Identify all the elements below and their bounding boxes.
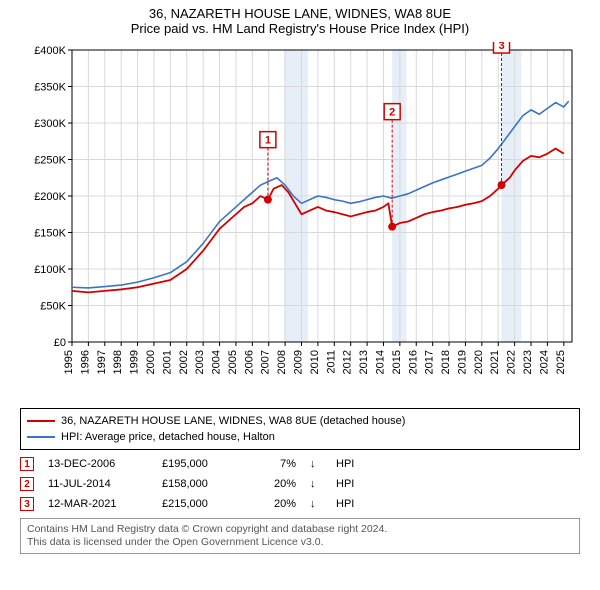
sale-row: 1 13-DEC-2006 £195,000 7% ↓ HPI bbox=[20, 454, 580, 474]
svg-text:2008: 2008 bbox=[276, 350, 288, 374]
svg-text:2005: 2005 bbox=[227, 350, 239, 374]
sale-row: 3 12-MAR-2021 £215,000 20% ↓ HPI bbox=[20, 494, 580, 514]
down-arrow-icon: ↓ bbox=[310, 478, 322, 490]
svg-text:2004: 2004 bbox=[211, 350, 223, 374]
svg-text:£400K: £400K bbox=[34, 45, 66, 57]
svg-text:2000: 2000 bbox=[145, 350, 157, 374]
svg-text:2014: 2014 bbox=[374, 350, 386, 374]
svg-text:2015: 2015 bbox=[391, 350, 403, 374]
svg-text:£150K: £150K bbox=[34, 228, 66, 240]
sale-vs-hpi: HPI bbox=[336, 478, 366, 490]
sale-price: £195,000 bbox=[162, 458, 242, 470]
legend-row-hpi: HPI: Average price, detached house, Halt… bbox=[27, 429, 573, 445]
sale-price: £215,000 bbox=[162, 498, 242, 510]
sale-price: £158,000 bbox=[162, 478, 242, 490]
svg-text:2024: 2024 bbox=[538, 350, 550, 374]
legend-label-hpi: HPI: Average price, detached house, Halt… bbox=[61, 431, 275, 443]
chart-title-block: 36, NAZARETH HOUSE LANE, WIDNES, WA8 8UE… bbox=[0, 0, 600, 38]
sale-row: 2 11-JUL-2014 £158,000 20% ↓ HPI bbox=[20, 474, 580, 494]
svg-text:2021: 2021 bbox=[489, 350, 501, 374]
svg-text:2020: 2020 bbox=[473, 350, 485, 374]
sale-marker-1: 1 bbox=[20, 457, 34, 471]
sale-diff: 20% bbox=[256, 498, 296, 510]
price-chart: £0 £50K £100K £150K £200K £250K £300K £350K £400… bbox=[20, 42, 580, 402]
svg-text:2025: 2025 bbox=[555, 350, 567, 374]
legend: 36, NAZARETH HOUSE LANE, WIDNES, WA8 8UE… bbox=[20, 408, 580, 450]
svg-text:£300K: £300K bbox=[34, 118, 66, 130]
svg-text:2017: 2017 bbox=[424, 350, 436, 374]
legend-row-property: 36, NAZARETH HOUSE LANE, WIDNES, WA8 8UE… bbox=[27, 413, 573, 429]
attribution: Contains HM Land Registry data © Crown c… bbox=[20, 518, 580, 554]
svg-text:2022: 2022 bbox=[506, 350, 518, 374]
svg-text:1995: 1995 bbox=[63, 350, 75, 374]
svg-text:2: 2 bbox=[389, 107, 395, 119]
sale-marker-2: 2 bbox=[20, 477, 34, 491]
svg-text:2003: 2003 bbox=[194, 350, 206, 374]
legend-swatch-property bbox=[27, 420, 55, 422]
sale-diff: 20% bbox=[256, 478, 296, 490]
svg-text:2009: 2009 bbox=[293, 350, 305, 374]
svg-text:1998: 1998 bbox=[112, 350, 124, 374]
chart-container: £0 £50K £100K £150K £200K £250K £300K £350K £400… bbox=[20, 42, 580, 402]
svg-text:2018: 2018 bbox=[440, 350, 452, 374]
down-arrow-icon: ↓ bbox=[310, 498, 322, 510]
svg-text:£0: £0 bbox=[54, 337, 66, 349]
sale-date: 13-DEC-2006 bbox=[48, 458, 148, 470]
sale-vs-hpi: HPI bbox=[336, 458, 366, 470]
svg-text:2006: 2006 bbox=[243, 350, 255, 374]
svg-text:£50K: £50K bbox=[40, 301, 66, 313]
sale-date: 12-MAR-2021 bbox=[48, 498, 148, 510]
svg-text:2023: 2023 bbox=[522, 350, 534, 374]
svg-text:£100K: £100K bbox=[34, 264, 66, 276]
down-arrow-icon: ↓ bbox=[310, 458, 322, 470]
svg-text:2012: 2012 bbox=[342, 350, 354, 374]
sales-list: 1 13-DEC-2006 £195,000 7% ↓ HPI 2 11-JUL… bbox=[20, 454, 580, 514]
sale-date: 11-JUL-2014 bbox=[48, 478, 148, 490]
sale-marker-3: 3 bbox=[20, 497, 34, 511]
sale-vs-hpi: HPI bbox=[336, 498, 366, 510]
legend-swatch-hpi bbox=[27, 436, 55, 438]
svg-text:2013: 2013 bbox=[358, 350, 370, 374]
attribution-line-2: This data is licensed under the Open Gov… bbox=[27, 536, 573, 549]
sale-diff: 7% bbox=[256, 458, 296, 470]
svg-text:2002: 2002 bbox=[178, 350, 190, 374]
svg-text:1996: 1996 bbox=[79, 350, 91, 374]
svg-text:2016: 2016 bbox=[407, 350, 419, 374]
svg-text:2001: 2001 bbox=[161, 350, 173, 374]
svg-text:2011: 2011 bbox=[325, 350, 337, 374]
svg-text:2010: 2010 bbox=[309, 350, 321, 374]
title-line-1: 36, NAZARETH HOUSE LANE, WIDNES, WA8 8UE bbox=[0, 6, 600, 21]
title-line-2: Price paid vs. HM Land Registry's House … bbox=[0, 21, 600, 36]
svg-text:3: 3 bbox=[498, 42, 504, 52]
svg-text:2007: 2007 bbox=[260, 350, 272, 374]
svg-text:1999: 1999 bbox=[129, 350, 141, 374]
svg-text:£200K: £200K bbox=[34, 191, 66, 203]
legend-label-property: 36, NAZARETH HOUSE LANE, WIDNES, WA8 8UE… bbox=[61, 415, 405, 427]
svg-text:1997: 1997 bbox=[96, 350, 108, 374]
svg-text:£250K: £250K bbox=[34, 155, 66, 167]
svg-text:2019: 2019 bbox=[456, 350, 468, 374]
attribution-line-1: Contains HM Land Registry data © Crown c… bbox=[27, 523, 573, 536]
svg-text:£350K: £350K bbox=[34, 82, 66, 94]
svg-text:1: 1 bbox=[265, 135, 271, 147]
